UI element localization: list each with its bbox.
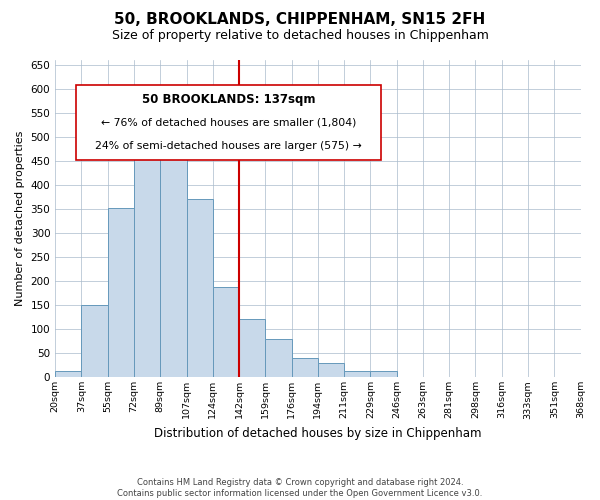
Bar bbox=[292, 358, 318, 378]
Text: Size of property relative to detached houses in Chippenham: Size of property relative to detached ho… bbox=[112, 28, 488, 42]
Bar bbox=[265, 340, 292, 378]
Bar bbox=[370, 370, 397, 378]
Bar bbox=[82, 305, 108, 378]
FancyBboxPatch shape bbox=[76, 86, 381, 160]
Bar bbox=[55, 371, 82, 378]
Bar bbox=[344, 370, 370, 378]
Y-axis label: Number of detached properties: Number of detached properties bbox=[15, 131, 25, 306]
Bar bbox=[160, 136, 187, 378]
Text: 24% of semi-detached houses are larger (575) →: 24% of semi-detached houses are larger (… bbox=[95, 141, 362, 151]
Bar bbox=[318, 363, 344, 378]
Text: 50 BROOKLANDS: 137sqm: 50 BROOKLANDS: 137sqm bbox=[142, 94, 315, 106]
X-axis label: Distribution of detached houses by size in Chippenham: Distribution of detached houses by size … bbox=[154, 427, 482, 440]
Bar bbox=[239, 318, 265, 378]
Text: ← 76% of detached houses are smaller (1,804): ← 76% of detached houses are smaller (1,… bbox=[101, 117, 356, 127]
Text: 50, BROOKLANDS, CHIPPENHAM, SN15 2FH: 50, BROOKLANDS, CHIPPENHAM, SN15 2FH bbox=[115, 12, 485, 28]
Bar bbox=[134, 122, 160, 378]
Bar bbox=[213, 287, 239, 378]
Bar bbox=[108, 208, 134, 378]
Bar bbox=[187, 200, 213, 378]
Text: Contains HM Land Registry data © Crown copyright and database right 2024.
Contai: Contains HM Land Registry data © Crown c… bbox=[118, 478, 482, 498]
